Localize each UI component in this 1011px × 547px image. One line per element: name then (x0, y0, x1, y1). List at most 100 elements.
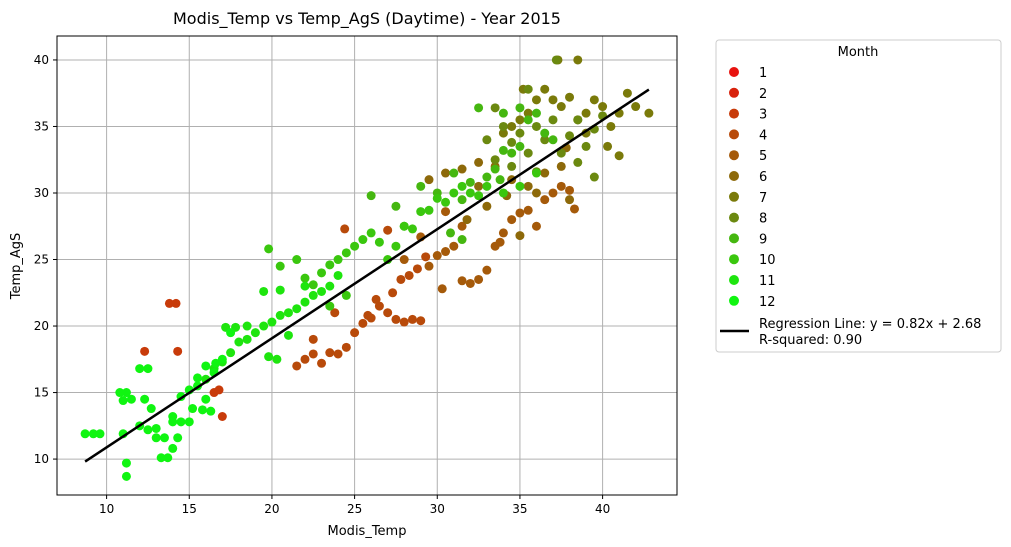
data-point-month-10 (407, 224, 417, 234)
data-point-month-7 (548, 95, 558, 105)
chart-title: Modis_Temp vs Temp_AgS (Daytime) - Year … (173, 9, 561, 29)
data-point-month-10 (515, 181, 525, 191)
data-point-month-8 (531, 121, 541, 131)
data-point-month-10 (465, 188, 475, 198)
data-point-month-11 (242, 321, 252, 331)
data-point-month-9 (498, 145, 508, 155)
data-point-month-8 (482, 135, 492, 145)
x-tick-label: 40 (595, 502, 610, 516)
data-point-month-11 (275, 310, 285, 320)
data-point-month-11 (267, 317, 277, 327)
y-tick-label: 40 (34, 53, 49, 67)
data-point-month-6 (474, 181, 484, 191)
data-point-month-7 (507, 121, 517, 131)
legend-marker-10 (729, 254, 739, 265)
data-point-month-11 (259, 321, 269, 331)
data-point-month-10 (391, 241, 401, 251)
data-point-month-4 (340, 224, 350, 234)
data-point-month-7 (631, 102, 641, 112)
data-point-month-7 (540, 84, 550, 94)
data-point-month-12 (217, 354, 227, 364)
legend-regression-r2: R-squared: 0.90 (759, 333, 862, 348)
legend-label-1: 1 (759, 66, 767, 81)
data-point-month-9 (523, 115, 533, 125)
data-point-month-7 (565, 92, 575, 102)
data-point-month-12 (193, 373, 203, 383)
legend-label-11: 11 (759, 274, 776, 289)
data-point-month-4 (308, 334, 318, 344)
data-point-month-11 (259, 286, 269, 296)
data-point-month-10 (374, 237, 384, 247)
data-point-month-5 (498, 228, 508, 238)
data-point-month-4 (358, 318, 368, 328)
data-point-month-10 (432, 193, 442, 203)
data-point-month-8 (556, 148, 566, 158)
data-point-month-7 (589, 95, 599, 105)
y-tick-label: 10 (34, 452, 49, 466)
data-point-month-8 (551, 55, 561, 65)
data-point-month-8 (565, 131, 575, 141)
data-point-month-8 (490, 103, 500, 113)
data-point-month-12 (197, 405, 207, 415)
x-tick-label: 10 (99, 502, 114, 516)
data-point-month-7 (622, 88, 632, 98)
data-point-month-10 (317, 268, 327, 278)
data-point-month-4 (317, 358, 327, 368)
data-point-month-10 (498, 188, 508, 198)
data-point-month-9 (490, 164, 500, 174)
data-point-month-10 (333, 255, 343, 265)
data-point-month-5 (565, 185, 575, 195)
data-point-month-8 (498, 121, 508, 131)
data-point-month-11 (226, 348, 236, 358)
legend-marker-3 (729, 108, 739, 119)
data-point-month-11 (264, 352, 274, 362)
legend-label-5: 5 (759, 149, 767, 164)
data-point-month-6 (540, 168, 550, 178)
data-point-month-4 (308, 349, 318, 359)
data-point-month-7 (581, 108, 591, 118)
data-point-month-4 (341, 342, 351, 352)
data-point-month-12 (121, 471, 131, 481)
y-tick-label: 15 (34, 386, 49, 400)
legend-marker-7 (729, 191, 739, 202)
data-point-month-3 (171, 298, 181, 308)
data-point-month-4 (292, 361, 302, 371)
data-point-month-5 (441, 247, 451, 257)
data-point-month-10 (358, 235, 368, 245)
data-point-month-8 (515, 128, 525, 138)
data-point-month-11 (283, 308, 293, 318)
data-point-month-5 (523, 205, 533, 215)
data-point-month-6 (531, 188, 541, 198)
data-point-month-12 (173, 433, 183, 443)
x-tick-label: 30 (430, 502, 445, 516)
data-point-month-5 (432, 251, 442, 261)
data-point-month-6 (462, 215, 472, 225)
legend-marker-12 (729, 295, 739, 306)
data-point-month-12 (143, 425, 153, 435)
data-point-month-4 (363, 310, 373, 320)
data-point-month-8 (490, 155, 500, 165)
data-point-month-4 (396, 274, 406, 284)
legend-regression-label: Regression Line: y = 0.82x + 2.68 (759, 317, 981, 332)
data-point-month-4 (330, 308, 340, 318)
data-point-month-10 (474, 191, 484, 201)
data-point-month-10 (341, 290, 351, 300)
data-point-month-6 (523, 181, 533, 191)
data-point-month-3 (214, 385, 224, 395)
legend-title: Month (838, 45, 879, 60)
data-point-month-9 (515, 141, 525, 151)
data-point-month-10 (482, 181, 492, 191)
data-point-month-5 (515, 208, 525, 218)
data-point-month-9 (449, 168, 459, 178)
data-point-month-9 (474, 103, 484, 113)
legend-marker-2 (729, 87, 739, 98)
x-tick-label: 25 (347, 502, 362, 516)
data-point-month-4 (416, 316, 426, 326)
data-point-month-5 (424, 261, 434, 271)
data-point-month-4 (383, 308, 393, 318)
data-point-month-8 (548, 115, 558, 125)
data-point-month-4 (333, 349, 343, 359)
data-point-month-9 (498, 108, 508, 118)
